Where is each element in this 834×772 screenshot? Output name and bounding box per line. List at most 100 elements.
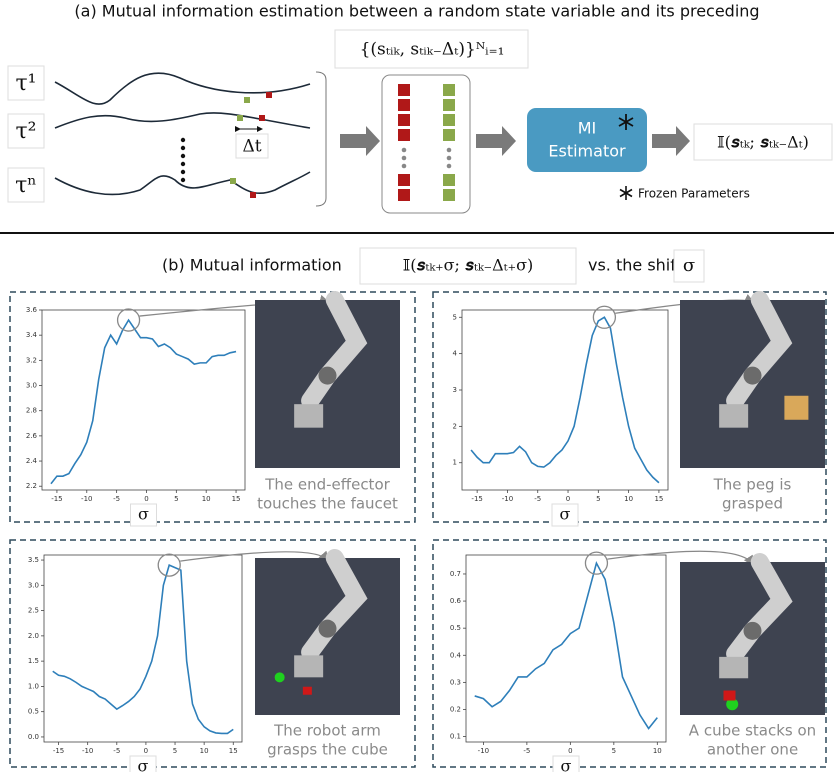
mi-output: 𝕀(𝒔ₜₖ; 𝒔ₜₖ₋Δₜ) bbox=[717, 133, 809, 152]
y-tick-label: 2.4 bbox=[26, 457, 38, 465]
y-tick-label: 2.2 bbox=[26, 482, 37, 490]
x-tick-label: -5 bbox=[113, 747, 120, 755]
trajectory-label: τⁿ bbox=[15, 173, 37, 198]
y-tick-label: 1 bbox=[453, 459, 457, 467]
y-tick-label: 2.0 bbox=[28, 632, 39, 640]
y-tick-label: 2.5 bbox=[28, 607, 39, 615]
y-tick-label: 1.5 bbox=[28, 657, 39, 665]
robot-gripper bbox=[294, 655, 323, 677]
marker bbox=[230, 178, 236, 184]
arrow bbox=[476, 126, 516, 156]
ellipsis-dots bbox=[181, 138, 185, 182]
figure: (a) Mutual information estimation betwee… bbox=[0, 0, 834, 772]
y-tick-label: 0.2 bbox=[450, 705, 461, 713]
y-tick-label: 3.6 bbox=[26, 306, 38, 314]
y-tick-label: 1.0 bbox=[28, 682, 39, 690]
y-tick-label: 0.5 bbox=[28, 708, 39, 716]
chart-panel: -15-10-50510152.22.42.62.83.03.23.43.6σT… bbox=[10, 292, 415, 526]
panel-b-title: vs. the shift bbox=[588, 256, 682, 275]
x-tick-label: 0 bbox=[566, 495, 570, 503]
trajectory bbox=[55, 113, 310, 128]
y-tick-label: 0.0 bbox=[28, 733, 39, 741]
x-tick-label: -15 bbox=[471, 495, 482, 503]
estimator-label: MI bbox=[578, 119, 597, 138]
x-tick-label: 10 bbox=[202, 495, 211, 503]
caption: The peg is bbox=[713, 476, 792, 494]
y-tick-label: 3.0 bbox=[28, 581, 39, 589]
robot-gripper bbox=[294, 404, 323, 428]
x-tick-label: 0 bbox=[144, 747, 148, 755]
x-tick-label: -5 bbox=[523, 747, 530, 755]
object bbox=[724, 691, 736, 701]
caption: another one bbox=[707, 741, 798, 759]
caption: grasps the cube bbox=[267, 741, 388, 759]
x-axis-label: σ bbox=[138, 757, 149, 772]
caption: touches the faucet bbox=[257, 495, 398, 513]
marker bbox=[259, 115, 265, 121]
panel-a-title: (a) Mutual information estimation betwee… bbox=[74, 2, 759, 21]
y-tick-label: 2 bbox=[453, 422, 457, 430]
plot-area bbox=[44, 555, 242, 742]
x-tick-label: -10 bbox=[502, 495, 513, 503]
bracket bbox=[316, 72, 326, 206]
y-tick-label: 3.2 bbox=[26, 356, 37, 364]
x-axis-label: σ bbox=[560, 505, 571, 524]
sample-box bbox=[382, 75, 470, 213]
snowflake-icon bbox=[620, 186, 632, 200]
plot-area bbox=[466, 555, 666, 742]
marker bbox=[244, 97, 250, 103]
marker bbox=[237, 115, 243, 121]
trajectory bbox=[55, 172, 310, 194]
y-tick-label: 5 bbox=[453, 313, 457, 321]
x-tick-label: 10 bbox=[200, 747, 209, 755]
y-tick-label: 4 bbox=[453, 350, 458, 358]
x-tick-label: 0 bbox=[568, 747, 572, 755]
x-tick-label: 5 bbox=[173, 747, 177, 755]
y-tick-label: 2.8 bbox=[26, 407, 37, 415]
x-tick-label: -15 bbox=[51, 495, 62, 503]
sample-set: {(sₜᵢₖ, sₜᵢₖ₋Δₜ)}ᴺᵢ₌₁ bbox=[360, 40, 505, 60]
chart-panel: -15-10-505101512345σThe peg isgrasped bbox=[433, 292, 826, 526]
x-tick-label: 10 bbox=[653, 747, 662, 755]
x-tick-label: -5 bbox=[113, 495, 120, 503]
x-tick-label: 0 bbox=[144, 495, 148, 503]
y-tick-label: 0.7 bbox=[450, 570, 461, 578]
caption: A cube stacks on bbox=[689, 722, 816, 740]
trajectory-labels: τ¹ τ² τⁿ bbox=[8, 66, 44, 202]
marker bbox=[250, 192, 256, 198]
y-tick-label: 3.5 bbox=[28, 556, 39, 564]
y-tick-label: 0.4 bbox=[450, 651, 462, 659]
y-tick-label: 0.5 bbox=[450, 624, 461, 632]
x-tick-label: -5 bbox=[534, 495, 541, 503]
robot-joint bbox=[744, 622, 762, 640]
x-tick-label: 10 bbox=[624, 495, 633, 503]
y-tick-label: 3.4 bbox=[26, 331, 38, 339]
x-tick-label: 15 bbox=[232, 495, 241, 503]
panel-b-shift: σ bbox=[683, 255, 695, 276]
robot-gripper bbox=[719, 404, 748, 428]
x-tick-label: -10 bbox=[478, 747, 489, 755]
panel-b-formula: 𝕀(𝒔ₜₖ₊σ; 𝒔ₜₖ₋Δₜ₊σ) bbox=[403, 256, 533, 275]
x-tick-label: 15 bbox=[229, 747, 238, 755]
trajectory-label: τ¹ bbox=[16, 71, 37, 96]
caption: The end-effector bbox=[264, 476, 390, 494]
arrow bbox=[340, 126, 380, 156]
x-tick-label: 5 bbox=[174, 495, 178, 503]
y-tick-label: 3 bbox=[453, 386, 457, 394]
object bbox=[784, 396, 808, 420]
x-axis-label: σ bbox=[561, 757, 572, 772]
x-tick-label: 5 bbox=[596, 495, 600, 503]
x-tick-label: -15 bbox=[53, 747, 64, 755]
robot-joint bbox=[319, 367, 337, 385]
marker bbox=[266, 92, 272, 98]
arrow bbox=[652, 126, 690, 156]
trajectory-label: τ² bbox=[16, 119, 37, 144]
x-axis-label: σ bbox=[138, 505, 149, 524]
plot-area bbox=[462, 310, 668, 490]
y-tick-label: 2.6 bbox=[26, 432, 38, 440]
object bbox=[275, 672, 285, 682]
estimator-label: Estimator bbox=[548, 142, 626, 161]
y-tick-label: 0.6 bbox=[450, 597, 462, 605]
caption: grasped bbox=[722, 495, 783, 513]
